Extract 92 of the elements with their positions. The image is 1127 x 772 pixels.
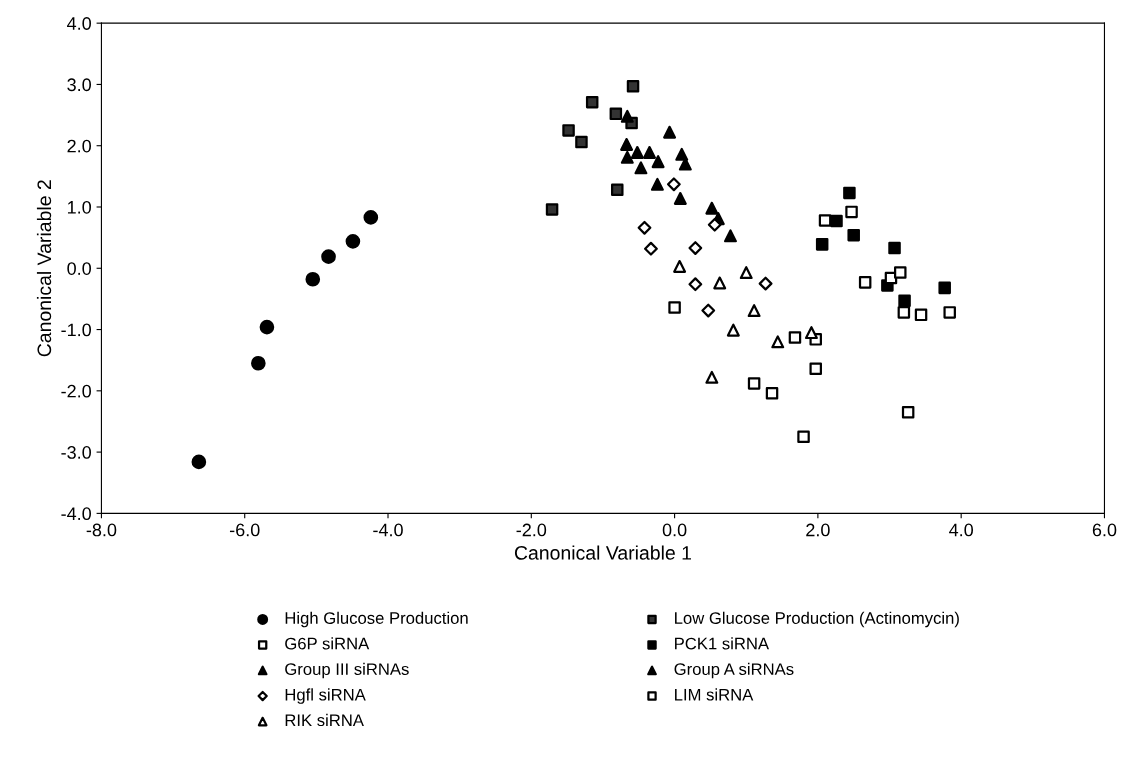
- point: [585, 95, 599, 109]
- point: [747, 377, 761, 390]
- point: [562, 124, 575, 137]
- point: [688, 277, 703, 292]
- point: [747, 304, 761, 318]
- point: [843, 186, 856, 200]
- x-tick-label: -2.0: [516, 523, 547, 537]
- point: [675, 147, 689, 161]
- point: [847, 228, 860, 242]
- point: [643, 145, 656, 159]
- x-tick-label: 4.0: [949, 523, 974, 537]
- legend-label: High Glucose Production: [285, 611, 468, 628]
- point: [897, 306, 911, 319]
- point: [673, 259, 687, 273]
- point: [705, 201, 719, 215]
- legend-label: Hgfl siRNA: [285, 688, 366, 704]
- y-tick-label: 1.0: [67, 200, 91, 214]
- legend-label: RIK siRNA: [285, 713, 364, 727]
- x-tick-label: -4.0: [373, 523, 403, 537]
- point: [888, 241, 901, 255]
- point: [914, 308, 928, 322]
- point: [894, 266, 907, 279]
- point: [644, 241, 658, 256]
- x-tick-label: 2.0: [806, 523, 830, 537]
- x-tick-label: -8.0: [86, 523, 117, 537]
- point: [765, 387, 779, 400]
- point: [758, 276, 773, 291]
- point: [726, 323, 740, 337]
- point: [620, 138, 634, 151]
- point: [626, 80, 640, 93]
- point: [191, 454, 207, 470]
- point: [666, 177, 681, 192]
- legend-label: PCK1 siRNA: [675, 637, 770, 650]
- point: [713, 276, 727, 290]
- point: [650, 177, 664, 191]
- point: [804, 326, 818, 340]
- point: [705, 370, 719, 384]
- point: [788, 331, 802, 344]
- point: [845, 205, 858, 219]
- point: [943, 306, 956, 319]
- point: [797, 430, 810, 444]
- point: [634, 161, 648, 175]
- point: [637, 220, 652, 235]
- point: [259, 319, 275, 335]
- point: [898, 294, 911, 308]
- point: [611, 183, 624, 197]
- legend-label: LIM siRNA: [675, 688, 754, 701]
- point: [668, 301, 681, 314]
- point: [688, 241, 703, 255]
- x-tick-label: 0.0: [662, 523, 687, 537]
- point: [723, 229, 737, 243]
- point: [305, 271, 321, 287]
- point: [321, 249, 336, 264]
- point: [545, 203, 559, 216]
- point: [609, 107, 623, 121]
- point: [620, 109, 634, 123]
- point: [701, 303, 716, 318]
- point: [739, 266, 753, 280]
- y-tick-label: -4.0: [61, 507, 91, 521]
- y-tick-label: 4.0: [67, 17, 91, 30]
- y-tick-label: 2.0: [67, 139, 91, 153]
- point: [815, 238, 829, 251]
- point: [858, 276, 872, 289]
- y-tick-label: -3.0: [61, 446, 91, 459]
- legend-label: Low Glucose Production (Actinomycin): [675, 611, 959, 628]
- legend-label: G6P siRNA: [285, 637, 370, 650]
- point: [707, 217, 722, 232]
- x-axis-title: Canonical Variable 1: [514, 545, 691, 560]
- point: [345, 233, 361, 249]
- point: [363, 210, 379, 225]
- y-tick-label: -1.0: [61, 323, 91, 337]
- point: [251, 355, 266, 371]
- y-tick-label: 0.0: [67, 262, 91, 275]
- y-tick-label: -2.0: [61, 384, 91, 398]
- point: [938, 281, 951, 295]
- point: [575, 135, 588, 149]
- x-tick-label: -6.0: [229, 523, 260, 537]
- point: [901, 406, 915, 419]
- x-tick-label: 6.0: [1092, 523, 1117, 537]
- point: [651, 155, 665, 169]
- point: [630, 145, 644, 159]
- point: [771, 335, 785, 349]
- y-axis-title: Canonical Variable 2: [36, 180, 52, 357]
- legend-label: Group III siRNAs: [285, 662, 409, 679]
- point: [830, 214, 843, 228]
- legend-label: Group A siRNAs: [674, 662, 794, 679]
- point: [818, 214, 832, 227]
- y-tick-label: 3.0: [67, 78, 91, 92]
- point: [809, 362, 822, 376]
- point: [673, 191, 687, 205]
- point: [620, 150, 634, 164]
- point: [663, 125, 677, 139]
